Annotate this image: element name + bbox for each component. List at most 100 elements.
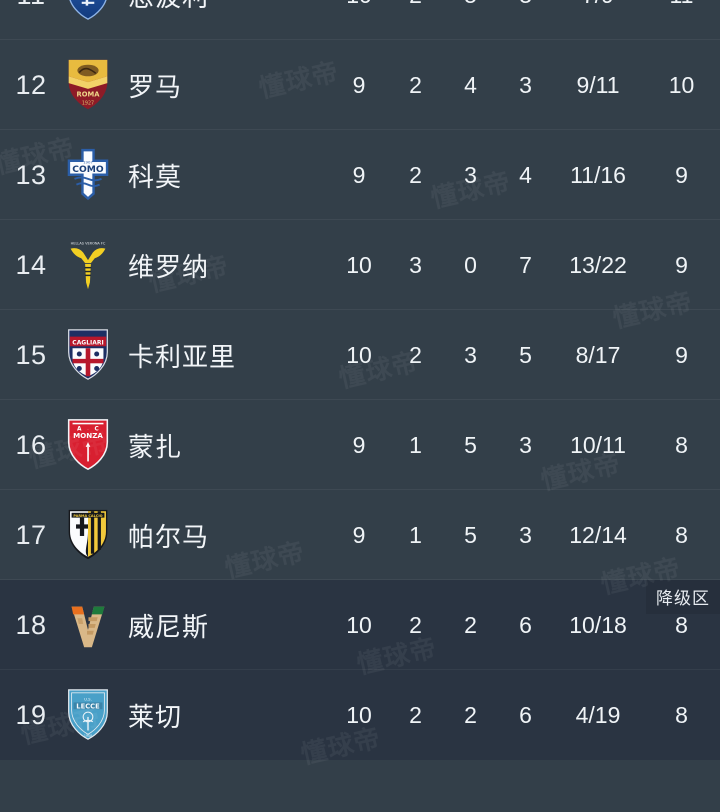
team-name[interactable]: 威尼斯 [128, 611, 210, 642]
standings-rows: 11 恩波利102537/91112 ROMA 1927罗马92439/1110… [0, 0, 720, 760]
stat-win: 2 [409, 341, 422, 368]
row-divider [0, 219, 720, 220]
stat-draw: 0 [464, 251, 477, 278]
stat-win: 2 [409, 701, 422, 728]
stat-goals: 11/16 [570, 161, 626, 188]
table-row[interactable]: 13 1907 COMO 科莫 9 2 3 4 11/16 9 [0, 130, 720, 220]
team-name[interactable]: 卡利亚里 [128, 341, 237, 372]
stat-points: 11 [643, 0, 720, 9]
stat-played: 9 [352, 521, 366, 548]
stat-points: 10 [668, 71, 695, 98]
table-row[interactable]: 12 ROMA 1927 罗马 9 2 4 3 9/11 10 [0, 40, 720, 130]
table-row[interactable]: 11 恩波利102537/911 [0, 0, 720, 40]
svg-text:U.S.: U.S. [84, 697, 92, 702]
stat-draw: 3 [464, 341, 477, 368]
team-stats: 9 1 5 3 12/14 8 [330, 490, 720, 580]
team-name[interactable]: 科莫 [128, 161, 183, 192]
svg-text:C: C [95, 427, 99, 433]
roma-crest: ROMA 1927 [62, 57, 114, 113]
stat-played: 10 [346, 701, 372, 728]
empoli-crest [62, 0, 114, 23]
team-stats: 10 2 3 5 8/17 9 [330, 310, 720, 400]
stat-win: 1 [409, 431, 422, 458]
table-row[interactable]: 14 HELLAS VERONA FC 维罗纳 10 3 0 7 13/22 9 [0, 220, 720, 310]
table-row[interactable]: 16 A C . MONZA 蒙扎 9 1 5 3 10/11 8 [0, 400, 720, 490]
row-divider [0, 399, 720, 400]
svg-text:CAGLIARI: CAGLIARI [72, 339, 103, 346]
row-divider [0, 579, 720, 580]
stat-goals: 7/9 [553, 0, 643, 9]
stat-played: 9 [352, 71, 366, 98]
stat-goals: 13/22 [569, 251, 627, 278]
parma-crest: PARMA CALCIO [62, 507, 114, 563]
stat-win: 1 [409, 521, 422, 548]
team-name[interactable]: 帕尔马 [128, 521, 210, 552]
stat-draw: 2 [464, 611, 477, 638]
stat-loss: 7 [519, 251, 532, 278]
row-divider [0, 309, 720, 310]
team-stats: 9 2 4 3 9/11 10 [330, 40, 720, 130]
stat-win: 2 [409, 71, 422, 98]
venezia-crest [62, 597, 114, 653]
team-stats: 102537/911 [330, 0, 720, 40]
team-stats: 10 3 0 7 13/22 9 [330, 220, 720, 310]
team-stats: 9 2 3 4 11/16 9 [330, 130, 720, 220]
team-rank: 13 [15, 159, 47, 190]
stat-draw: 5 [464, 521, 477, 548]
stat-played: 10 [346, 611, 372, 638]
stat-goals: 10/11 [570, 431, 626, 458]
team-name[interactable]: 罗马 [128, 71, 183, 102]
svg-text:HELLAS VERONA FC: HELLAS VERONA FC [71, 242, 106, 246]
relegation-zone-badge: 降级区 [646, 580, 720, 614]
svg-text:COMO: COMO [72, 164, 104, 175]
stat-goals: 12/14 [569, 521, 627, 548]
team-rank: 16 [15, 429, 47, 460]
team-rank: 12 [15, 69, 47, 100]
table-row[interactable]: 18 威尼斯 10 2 2 6 10/18 8 降级区 [0, 580, 720, 670]
verona-crest: HELLAS VERONA FC [62, 237, 114, 293]
table-row[interactable]: 17 PARMA CALCIO 帕尔马 9 1 5 3 12/14 8 [0, 490, 720, 580]
como-crest: 1907 COMO [62, 147, 114, 203]
svg-text:LECCE: LECCE [76, 702, 100, 710]
monza-crest: A C . MONZA [62, 417, 114, 473]
stat-loss: 3 [519, 71, 532, 98]
stat-played: 9 [352, 431, 366, 458]
team-rank: 19 [15, 699, 47, 730]
stat-points: 8 [675, 431, 688, 458]
stat-loss: 5 [519, 341, 532, 368]
stat-win: 3 [409, 251, 422, 278]
stat-loss: 3 [519, 521, 532, 548]
stat-win: 2 [409, 611, 422, 638]
svg-text:ROMA: ROMA [77, 91, 101, 99]
table-row[interactable]: 15 CAGLIARI 卡利亚里 10 2 3 5 8/17 9 [0, 310, 720, 400]
svg-text:1927: 1927 [82, 100, 94, 106]
stat-goals: 4/19 [575, 701, 621, 728]
table-row[interactable]: 19 U.S. LECCE 1908 莱切 10 2 2 6 4/19 8 [0, 670, 720, 760]
team-stats: 10 2 2 6 4/19 8 [330, 670, 720, 760]
team-rank: 11 [0, 0, 62, 11]
stat-goals: 8/17 [575, 341, 621, 368]
stat-goals: 9/11 [576, 71, 620, 98]
stat-draw: 5 [464, 431, 477, 458]
row-divider [0, 489, 720, 490]
team-rank: 14 [15, 249, 47, 280]
stat-draw: 5 [443, 0, 498, 9]
team-name[interactable]: 维罗纳 [128, 251, 210, 282]
stat-points: 9 [675, 251, 688, 278]
stat-loss: 3 [519, 431, 532, 458]
stat-played: 10 [330, 0, 388, 9]
svg-text:.: . [87, 426, 88, 431]
stat-points: 8 [675, 701, 688, 728]
team-name[interactable]: 蒙扎 [128, 431, 183, 462]
stat-loss: 6 [519, 611, 532, 638]
cagliari-crest: CAGLIARI [62, 327, 114, 383]
stat-points: 8 [675, 611, 688, 638]
team-rank: 17 [15, 519, 47, 550]
team-name[interactable]: 莱切 [128, 701, 183, 732]
stat-played: 9 [352, 161, 366, 188]
row-divider [0, 129, 720, 130]
stat-points: 8 [675, 521, 688, 548]
row-divider [0, 39, 720, 40]
team-stats: 9 1 5 3 10/11 8 [330, 400, 720, 490]
team-name[interactable]: 恩波利 [128, 0, 330, 14]
